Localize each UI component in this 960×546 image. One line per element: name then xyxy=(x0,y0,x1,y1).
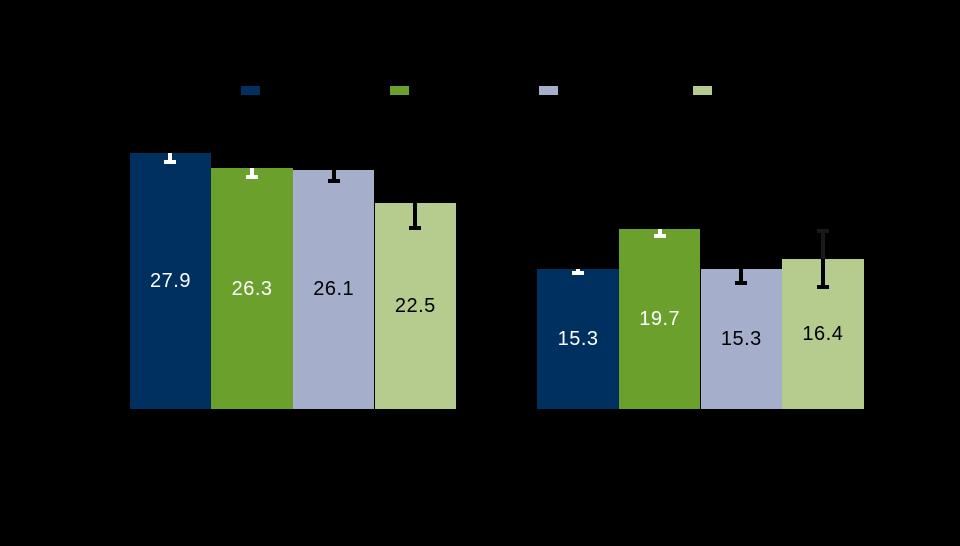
bar-value-label: 22.5 xyxy=(394,294,436,317)
error-bar-line xyxy=(739,268,744,282)
error-bar-cap xyxy=(816,284,829,289)
error-bar-cap xyxy=(816,229,829,234)
error-bar-cap xyxy=(572,271,585,276)
error-bar-cap xyxy=(409,226,422,231)
error-bar-line xyxy=(657,228,662,234)
bar-left-4: 22.5 xyxy=(374,202,457,409)
error-bar-cap xyxy=(327,178,340,183)
error-bar-line xyxy=(250,168,255,176)
error-bar-lower xyxy=(734,268,748,286)
error-bar-lower xyxy=(408,202,422,231)
bar-value-label: 16.4 xyxy=(802,322,844,345)
bar-left-1: 27.9 xyxy=(129,153,212,409)
error-bar-lower xyxy=(327,169,341,183)
error-bar-line xyxy=(576,268,581,272)
bar-value-label: 15.3 xyxy=(720,327,762,350)
error-bar-cap xyxy=(164,160,177,165)
legend-swatch-4 xyxy=(693,86,712,95)
error-bar-line xyxy=(331,169,336,179)
error-bar-line xyxy=(168,153,173,161)
bar-left-2: 26.3 xyxy=(211,168,293,409)
error-bar-lower xyxy=(163,153,177,165)
bar-value-label: 27.9 xyxy=(150,270,191,293)
error-bar-line xyxy=(413,202,418,227)
bar-value-label: 19.7 xyxy=(639,307,681,330)
error-bar-lower xyxy=(653,228,667,238)
bar-value-label: 15.3 xyxy=(557,327,599,350)
error-bar-lower xyxy=(571,268,585,276)
bar-value-label: 26.3 xyxy=(231,277,273,300)
bar-right-2: 19.7 xyxy=(618,228,701,409)
legend-swatch-3 xyxy=(539,86,558,95)
error-bar-lower xyxy=(245,168,259,180)
error-bar-line xyxy=(820,258,825,285)
error-bar-lower xyxy=(816,258,830,289)
error-bar-cap xyxy=(653,233,666,238)
error-bar-cap xyxy=(246,175,259,180)
error-bar-line xyxy=(820,233,825,259)
bar-right-3: 15.3 xyxy=(700,268,783,409)
error-bar-cap xyxy=(735,281,748,286)
legend-swatch-1 xyxy=(241,86,260,95)
bar-right-1: 15.3 xyxy=(537,268,619,409)
bar-value-label: 26.1 xyxy=(313,278,355,301)
bar-right-4: 16.4 xyxy=(782,229,864,409)
bar-left-3: 26.1 xyxy=(292,169,375,409)
legend-swatch-2 xyxy=(390,86,409,95)
error-bar-upper xyxy=(816,229,830,259)
